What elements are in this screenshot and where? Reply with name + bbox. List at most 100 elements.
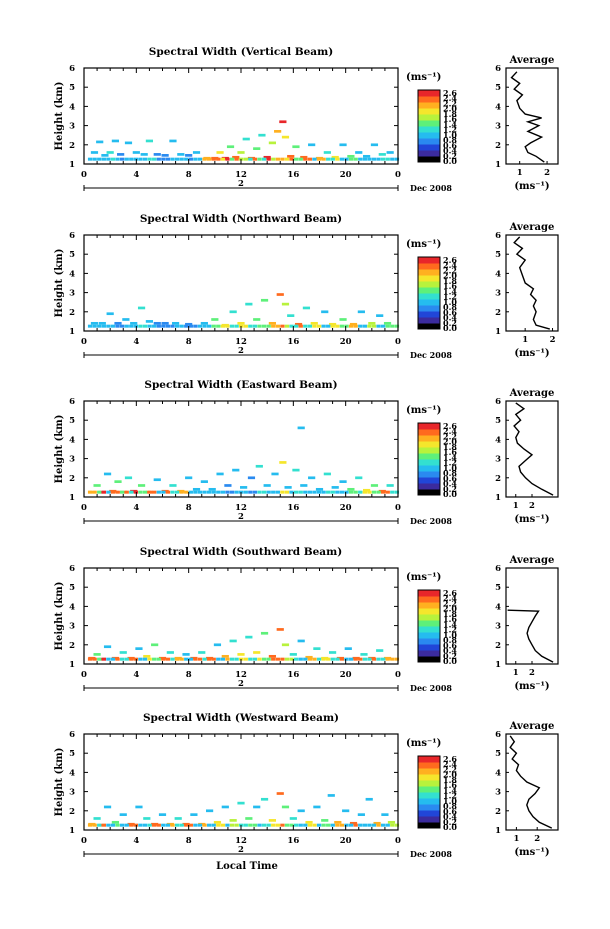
heatmap-cell	[103, 805, 112, 809]
y-tick-label: 2	[69, 474, 75, 484]
heatmap-cell	[122, 318, 130, 321]
heatmap-cell	[101, 823, 106, 827]
heatmap-cell	[303, 657, 308, 661]
heatmap-cell	[147, 324, 152, 328]
heatmap-cell	[348, 490, 354, 494]
heatmap-cell	[87, 157, 93, 161]
panel-4: Spectral Width (Southward Beam)123456Hei…	[54, 546, 559, 693]
average-y-tick-label: 2	[495, 474, 501, 484]
panel-title: Spectral Width (Vertical Beam)	[149, 46, 333, 58]
heatmap-cell	[252, 657, 258, 661]
colorbar-swatch	[418, 441, 440, 448]
heatmap-cell	[300, 155, 308, 159]
heatmap-cell	[124, 823, 129, 827]
heatmap-cell	[119, 823, 125, 827]
colorbar-frame	[417, 256, 441, 330]
heatmap-cell	[348, 823, 354, 827]
heatmap-cell	[142, 657, 148, 661]
heatmap-cell	[132, 151, 140, 154]
heatmap-cell	[129, 823, 134, 827]
heatmap-cell	[114, 321, 122, 325]
heatmap-cell	[367, 823, 372, 827]
heatmap-cell	[312, 157, 317, 161]
heatmap-cell	[147, 823, 152, 827]
colorbar-swatch	[418, 816, 440, 823]
heatmap-cell	[179, 490, 184, 494]
average-profile-line	[509, 735, 553, 829]
heatmap-cell	[321, 324, 326, 328]
colorbar-swatch	[418, 774, 440, 781]
heatmap-cell	[188, 823, 193, 827]
colorbar-swatch	[418, 263, 440, 270]
colorbar-tick-label: 0.2	[443, 651, 457, 661]
colorbar-tick-label: 1.0	[443, 130, 457, 140]
heatmap-cell	[268, 321, 276, 325]
x-tick-label: 20	[340, 670, 352, 680]
heatmap-cell	[303, 823, 308, 827]
colorbar-swatch	[418, 299, 440, 306]
average-title: Average	[509, 55, 555, 66]
heatmap-cell	[170, 823, 175, 827]
y-tick-label: 3	[69, 455, 75, 465]
heatmap-cell	[293, 490, 299, 494]
heatmap-cell	[268, 819, 276, 822]
heatmap-cell	[93, 817, 101, 820]
heatmap-cell	[327, 794, 335, 797]
colorbar-tick-label: 1.4	[443, 785, 457, 795]
x-tick-label: 4	[133, 503, 139, 513]
heatmap-cell	[342, 809, 350, 813]
heatmap-cell	[152, 324, 157, 328]
heatmap-cell	[271, 490, 276, 494]
heatmap-cell	[211, 823, 216, 827]
heatmap-cell	[293, 324, 299, 328]
heatmap-cell	[344, 324, 349, 328]
colorbar-swatch	[418, 608, 440, 615]
x-tick-label: 0	[395, 503, 401, 513]
heatmap-cell	[275, 324, 280, 328]
heatmap-cell	[385, 657, 390, 661]
heatmap-cell	[130, 321, 138, 325]
heatmap-cell	[211, 490, 216, 494]
y-tick-label: 2	[69, 141, 75, 151]
heatmap-cell	[276, 792, 284, 795]
heatmap-cell	[177, 153, 185, 156]
average-y-tick-label: 2	[495, 308, 501, 318]
average-frame	[505, 67, 559, 165]
colorbar-swatch	[418, 126, 440, 133]
heatmap-cell	[260, 631, 269, 635]
colorbar-swatch	[418, 762, 440, 769]
heatmap-cell	[165, 490, 171, 494]
colorbar-swatch	[418, 281, 440, 288]
heatmap-cell	[289, 657, 294, 661]
y-tick-label: 2	[69, 641, 75, 651]
heatmap-cell	[279, 461, 287, 464]
heatmap-cell	[242, 137, 250, 141]
colorbar-swatch	[418, 423, 440, 430]
colorbar-unit-label: (ms⁻¹)	[406, 405, 441, 416]
colorbar-tick-label: 2.6	[443, 255, 457, 265]
colorbar-swatch	[418, 483, 440, 490]
average-x-tick-label: 2	[534, 834, 540, 844]
heatmap-cell	[252, 157, 258, 161]
average-y-tick-label: 6	[495, 397, 501, 407]
heatmap-cell	[234, 324, 239, 328]
colorbar-swatch	[418, 792, 440, 799]
heatmap-cell	[152, 490, 157, 494]
colorbar-swatch	[418, 96, 440, 103]
colorbar-tick-label: 2.0	[443, 437, 457, 447]
heatmap-cell	[202, 823, 207, 827]
heatmap-cell	[248, 490, 253, 494]
heatmap-cell	[308, 476, 316, 480]
heatmap-cell	[170, 657, 175, 661]
heatmap-cell	[153, 153, 161, 156]
heatmap-cell	[106, 324, 111, 328]
average-y-tick-label: 1	[495, 826, 501, 836]
heatmap-cell	[266, 324, 271, 328]
heatmap-cell	[192, 487, 201, 491]
heatmap-cell	[197, 324, 203, 328]
colorbar-swatch	[418, 102, 440, 109]
heatmap-cell	[245, 635, 253, 639]
heatmap-cell	[115, 490, 120, 494]
panel-3: Spectral Width (Eastward Beam)123456Heig…	[54, 379, 559, 526]
heatmap-cell	[229, 657, 235, 661]
